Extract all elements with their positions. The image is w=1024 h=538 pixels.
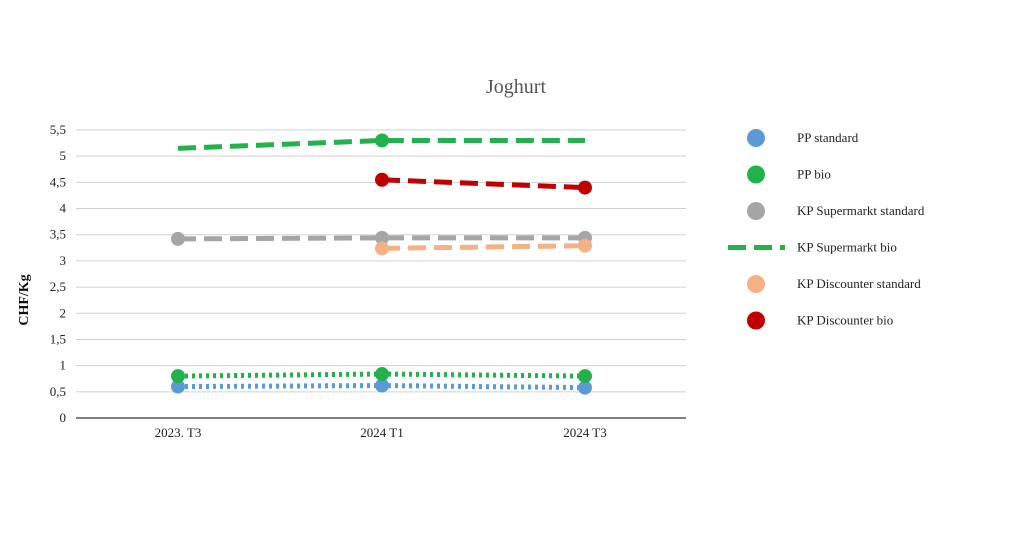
data-point [578,180,592,195]
legend-label: KP Discounter standard [797,276,921,291]
x-tick-labels: 2023. T3 2024 T1 2024 T3 [155,425,607,440]
legend: PP standard PP bio KP Supermarkt standard K… [728,129,925,330]
y-axis-label: CHF/Kg [17,274,32,325]
y-tick-label: 2,5 [50,279,66,294]
legend-swatch [747,275,765,293]
legend-item: KP Supermarkt bio [728,240,897,255]
x-tick-label: 2024 T1 [360,425,403,440]
y-tick-label: 5 [60,148,67,163]
y-tick-label: 1 [60,358,67,373]
x-tick-label: 2023. T3 [155,425,202,440]
legend-swatch [747,165,765,184]
y-tick-label: 4 [60,201,67,216]
data-point [171,379,185,394]
legend-label: KP Discounter bio [797,313,893,328]
data-point [171,231,185,246]
series [171,378,592,395]
data-point [375,133,389,148]
data-point [578,369,592,384]
series-line [381,243,586,251]
data-point [171,369,185,384]
data-point [375,378,389,393]
data-point [578,380,592,395]
legend-label: PP bio [797,167,831,182]
data-point [375,367,389,382]
y-tick-label: 1,5 [50,331,66,346]
y-tick-label: 3 [60,253,67,268]
series-line [177,235,585,242]
y-tick-label: 2 [60,305,67,320]
legend-item: KP Discounter bio [747,311,893,330]
x-tick-label: 2024 T3 [563,425,606,440]
series [171,367,592,384]
y-tick-label: 5,5 [50,122,66,137]
legend-label: PP standard [797,130,859,145]
legend-swatch [747,202,765,220]
chart-title: Joghurt [486,76,546,98]
y-tick-label: 4,5 [50,174,66,189]
legend-item: KP Supermarkt standard [747,202,925,220]
y-tick-label: 3,5 [50,227,66,242]
series-line [177,137,585,151]
data-point [375,241,389,256]
data-point [375,230,389,245]
series [177,133,585,151]
series [375,238,592,256]
legend-swatch [747,129,765,147]
legend-label: KP Supermarkt bio [797,240,897,255]
y-tick-label: 0,5 [50,384,66,399]
y-tick-label: 0 [60,410,67,425]
legend-swatch [747,311,765,330]
gridlines [76,129,686,393]
data-point [375,172,389,187]
legend-item: PP standard [747,129,859,147]
y-tick-labels: 0 0,5 1 1,5 2 2,5 3 3,5 4 4,5 5 5,5 [50,122,67,425]
data-point [578,238,592,253]
legend-item: PP bio [747,165,831,184]
series-group [171,133,592,395]
series-line [381,177,586,191]
legend-label: KP Supermarkt standard [797,203,925,218]
series [375,172,592,195]
legend-item: KP Discounter standard [747,275,921,293]
